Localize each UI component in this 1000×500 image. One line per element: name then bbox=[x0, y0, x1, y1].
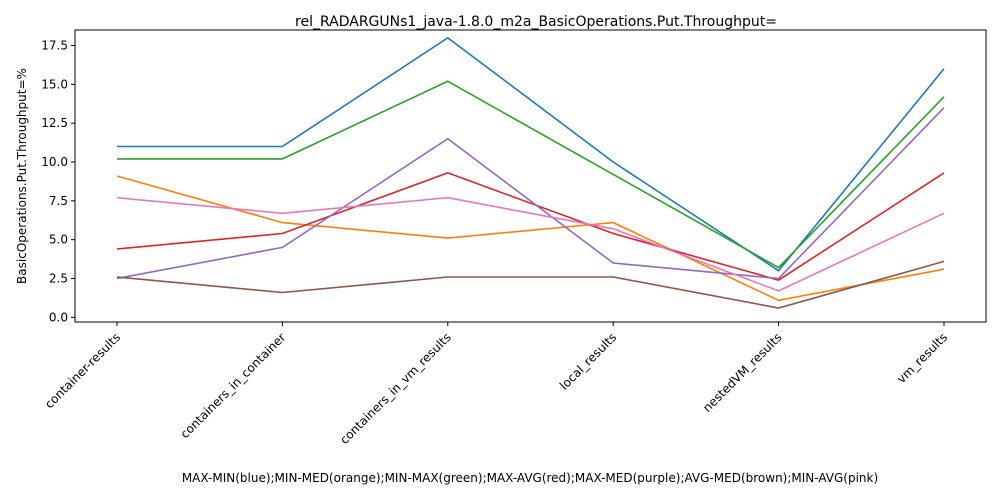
plot-frame bbox=[74, 29, 987, 323]
x-axis: container-results containers_in_container… bbox=[42, 322, 950, 447]
x-tick-label: vm_results bbox=[894, 330, 950, 386]
x-tick-label: containers_in_vm_results bbox=[337, 330, 454, 447]
y-tick-label: 0.0 bbox=[49, 310, 68, 324]
y-tick-label: 2.5 bbox=[49, 272, 68, 286]
series-line-2 bbox=[116, 175, 945, 302]
x-axis-label: MAX-MIN(blue);MIN-MED(orange);MIN-MAX(gr… bbox=[182, 471, 878, 485]
x-tick-label: local_results bbox=[557, 330, 619, 392]
y-tick-label: 10.0 bbox=[41, 155, 68, 169]
series-line-5 bbox=[116, 107, 945, 280]
y-tick-label: 12.5 bbox=[41, 116, 68, 130]
series-line-6 bbox=[116, 260, 945, 309]
series-line-3 bbox=[117, 80, 945, 269]
y-tick-label: 17.5 bbox=[41, 39, 68, 53]
chart-title: rel_RADARGUNs1_java-1.8.0_m2a_BasicOpera… bbox=[295, 14, 777, 30]
x-tick-label: containers_in_container bbox=[178, 330, 289, 441]
series-line-4 bbox=[116, 172, 945, 281]
series-line-7 bbox=[116, 196, 945, 292]
series-layer bbox=[116, 36, 945, 309]
y-axis: 0.0 2.5 5.0 7.5 10.0 12.5 15.0 17.5 bbox=[41, 39, 75, 324]
y-axis-label: BasicOperations.Put.Throughput=% bbox=[15, 68, 29, 284]
x-tick-label: nestedVM_results bbox=[700, 330, 785, 415]
x-tick-label: container-results bbox=[42, 330, 123, 411]
y-tick-label: 5.0 bbox=[49, 233, 68, 247]
y-tick-label: 7.5 bbox=[49, 194, 68, 208]
series-line-1 bbox=[117, 36, 945, 272]
y-tick-label: 15.0 bbox=[41, 77, 68, 91]
